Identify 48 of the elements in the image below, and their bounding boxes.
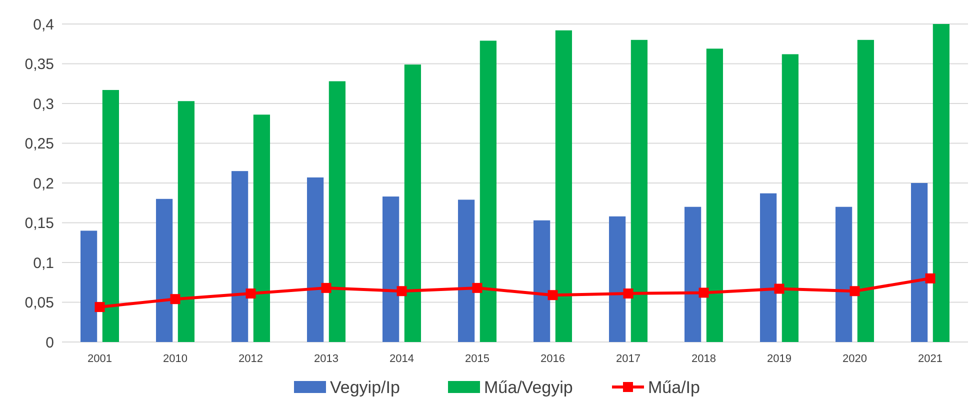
bar [533,220,550,342]
y-tick-label: 0 [46,334,54,352]
x-tick-label: 2019 [767,353,792,365]
bar [630,40,648,342]
x-tick-label: 2014 [390,353,414,365]
x-tick-label: 2021 [918,353,942,365]
y-tick-label: 0,4 [33,16,54,34]
x-tick-label: 2001 [88,353,112,365]
bar [782,54,799,342]
bar [178,101,195,342]
y-tick-label: 0,2 [33,175,54,192]
bar [835,206,852,342]
bar [760,193,777,342]
x-tick-label: 2017 [616,353,640,365]
bar [480,40,496,342]
bar [253,114,270,342]
bar [328,81,346,342]
bar [156,198,173,342]
bar [608,216,626,342]
bar [932,24,950,342]
y-tick-label: 0,35 [24,56,54,73]
bar [404,64,421,342]
bar [231,171,248,342]
bar [80,230,98,342]
bar [306,177,324,342]
x-tick-label: 2020 [842,353,867,365]
legend-label: Vegyip/Ip [330,378,400,397]
y-tick-label: 0,25 [24,136,54,152]
x-tick-label: 2016 [540,353,565,365]
legend-label: Műa/Vegyip [484,378,573,397]
y-tick-label: 0,3 [33,96,54,113]
bar [382,196,400,342]
bar [910,183,928,342]
bar [458,200,475,342]
x-tick-label: 2018 [692,353,716,365]
x-tick-label: 2012 [238,353,263,365]
y-tick-label: 0,15 [24,215,54,232]
bar [857,40,874,342]
y-tick-label: 0,1 [33,254,54,272]
legend-label: Műa/Ip [648,378,700,397]
bar [555,30,572,342]
x-tick-label: 2013 [314,353,338,365]
bar [684,206,702,342]
x-tick-label: 2010 [163,353,188,365]
x-tick-label: 2015 [465,353,490,365]
bar [706,48,724,342]
bar [102,90,120,342]
y-tick-label: 0,05 [24,294,54,312]
